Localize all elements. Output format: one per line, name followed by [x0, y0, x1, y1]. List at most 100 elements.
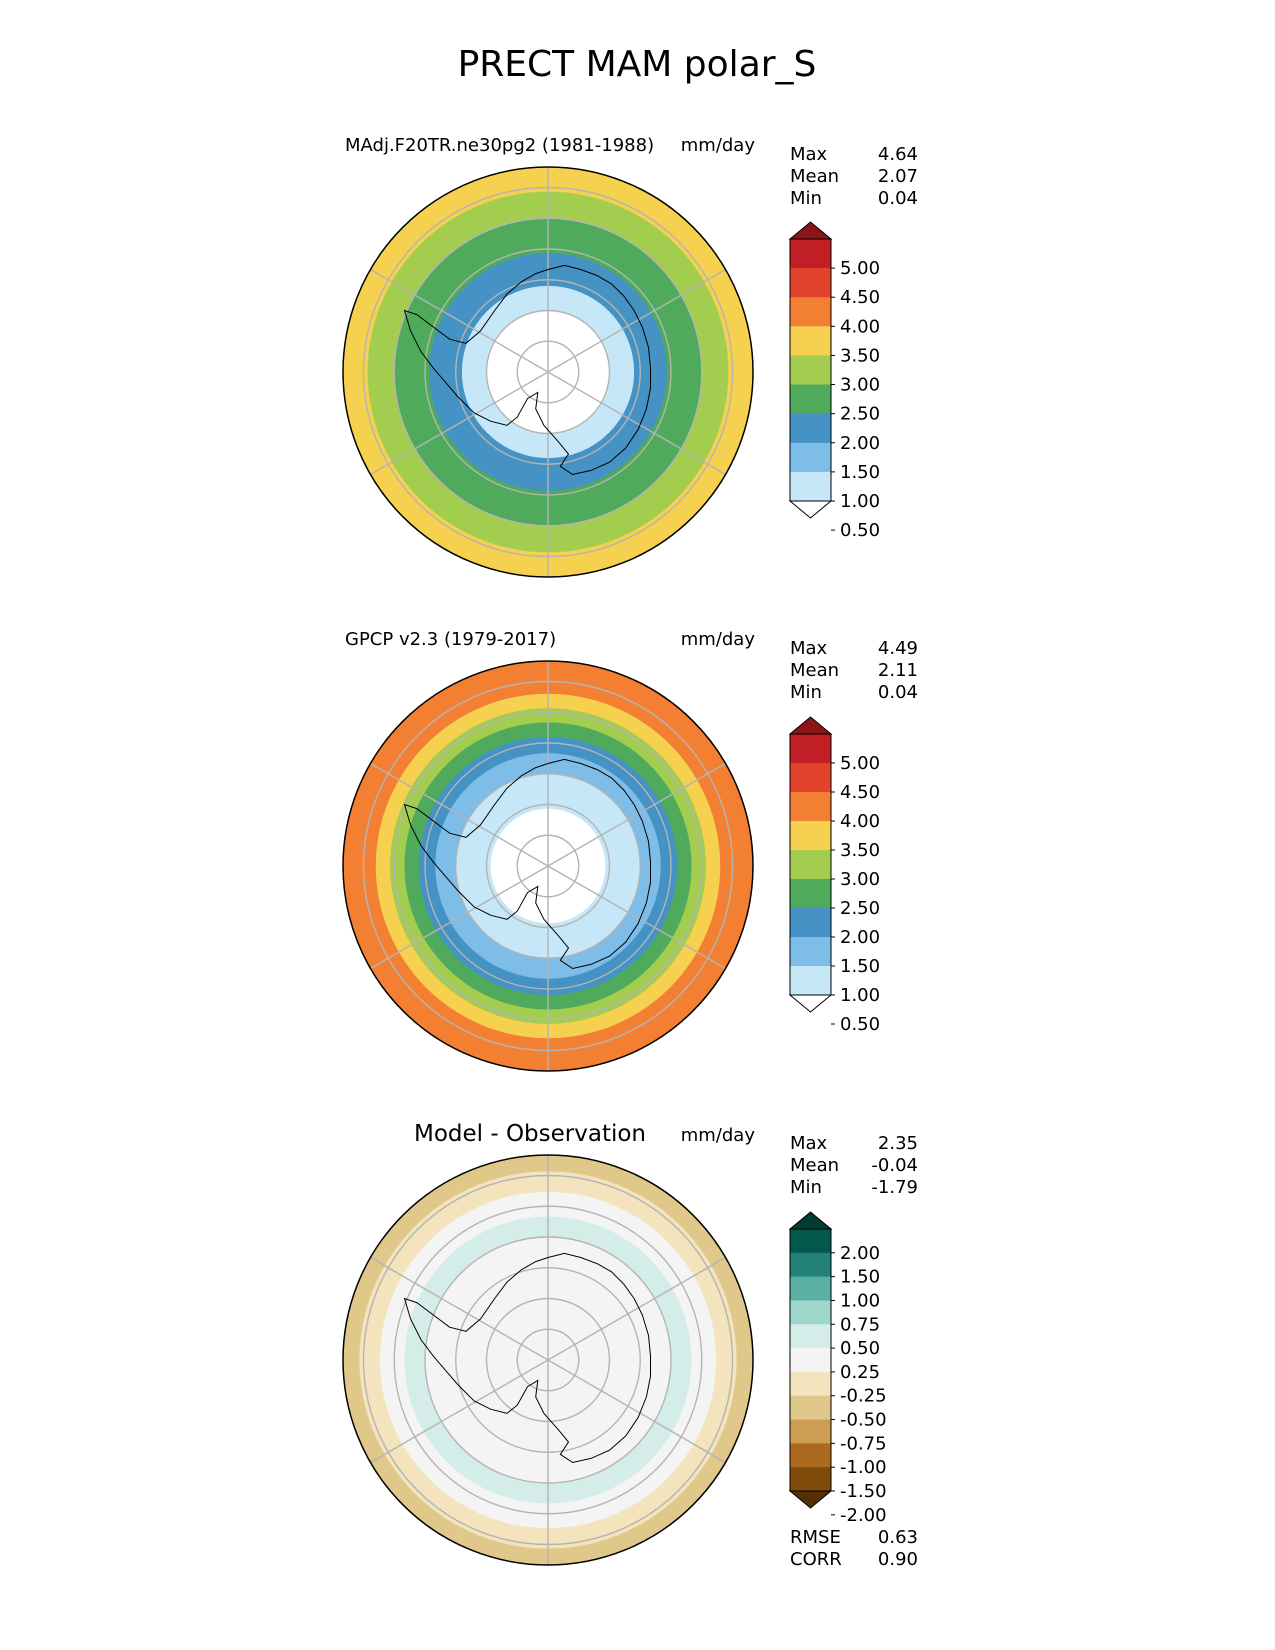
colorbar-segment: [790, 1395, 831, 1421]
colorbar-segment: [790, 792, 831, 822]
metric-value: 0.90: [878, 1549, 918, 1570]
colorbar: 5.00 4.50 4.00 3.50 3.00 2.50 2.00 1.50 1.00 0.50: [788, 221, 880, 541]
stat-label: Max: [790, 638, 828, 659]
colorbar-segment: [790, 850, 831, 880]
metric-value: 0.63: [878, 1527, 918, 1548]
colorbar-tick-label: 1.50: [840, 1267, 880, 1288]
colorbar-segment: [790, 1252, 831, 1278]
colorbar-tick-label: 2.50: [840, 898, 880, 919]
colorbar-tick-label: 0.75: [840, 1314, 880, 1335]
colorbar-segment: [790, 1229, 831, 1254]
stat-label: Mean: [790, 660, 839, 681]
stat-value: 0.04: [878, 188, 918, 209]
panel-title: GPCP v2.3 (1979-2017): [345, 629, 556, 650]
meridian-line: [370, 762, 549, 867]
units-label: mm/day: [681, 1125, 756, 1146]
colorbar-tick-label: 2.00: [840, 927, 880, 948]
colorbar-segment: [790, 239, 831, 269]
colorbar-extend-max: [788, 1211, 833, 1230]
units-label: mm/day: [681, 135, 756, 156]
colorbar-tick-label: -1.00: [840, 1457, 887, 1478]
colorbar-tick-label: 3.50: [840, 345, 880, 366]
colorbar-frame: [789, 733, 832, 996]
colorbar-tick-label: 5.00: [840, 753, 880, 774]
colorbar-segment: [790, 1443, 831, 1468]
colorbar-frame: [789, 238, 832, 502]
map-border: [342, 660, 754, 1072]
stat-label: Mean: [790, 1155, 839, 1176]
stat-label: Mean: [790, 166, 839, 187]
meridian-line: [547, 371, 726, 476]
meridian-line: [547, 1256, 726, 1361]
stat-value: 2.11: [878, 660, 918, 681]
colorbar-tick-label: 4.50: [840, 287, 880, 308]
colorbar-segment: [790, 355, 831, 386]
colorbar-extend-max: [788, 221, 833, 240]
panel-title: Model - Observation: [414, 1121, 646, 1147]
coastline: [403, 264, 651, 476]
meridian-line: [547, 762, 726, 867]
colorbar-extend-min: [788, 1490, 833, 1509]
colorbar-segment: [790, 442, 831, 473]
units-label: mm/day: [681, 629, 756, 650]
stat-label: Min: [790, 682, 822, 703]
colorbar-extend-max: [788, 716, 833, 735]
metric-label: CORR: [790, 1549, 842, 1570]
colorbar-tick-label: 1.50: [840, 956, 880, 977]
colorbar-tick-label: 3.00: [840, 869, 880, 890]
colorbar-segment: [790, 297, 831, 327]
meridian-line: [370, 865, 549, 970]
colorbar-tick-label: -0.25: [840, 1386, 887, 1407]
colorbar-segment: [790, 1300, 831, 1325]
colorbar-tick-label: -2.00: [840, 1505, 887, 1526]
colorbar-tick-label: 2.00: [840, 1243, 880, 1264]
colorbar-tick-label: 2.00: [840, 433, 880, 454]
colorbar-segment: [790, 413, 831, 444]
colorbar-tick-label: -0.50: [840, 1410, 887, 1431]
graticule: [362, 1155, 734, 1565]
colorbar: 2.00 1.501.00 0.75 0.50 0.25 -0.25 -0.50-0.75 -…: [788, 1211, 887, 1526]
colorbar-tick-label: 2.50: [840, 404, 880, 425]
colorbar-tick-label: 3.00: [840, 375, 880, 396]
coastline: [403, 1252, 651, 1464]
map-panel-1: MAdj.F20TR.ne30pg2 (1981-1988) mm/day Max 4…: [342, 135, 918, 578]
colorbar-segment: [790, 937, 831, 967]
figure-title: PRECT MAM polar_S: [458, 44, 817, 85]
colorbar-segment: [790, 1467, 831, 1492]
stat-value: -1.79: [871, 1177, 918, 1198]
stat-value: 4.49: [878, 638, 918, 659]
meridian-line: [547, 268, 726, 373]
colorbar-tick-label: 0.50: [840, 520, 880, 541]
stat-value: 2.07: [878, 166, 918, 187]
colorbar: 5.00 4.50 4.00 3.50 3.00 2.50 2.00 1.50 1.00 0.50: [788, 716, 880, 1035]
colorbar-tick-label: 4.50: [840, 782, 880, 803]
colorbar-segment: [790, 268, 831, 298]
colorbar-tick-label: -0.75: [840, 1433, 887, 1454]
colorbar-tick-label: 1.50: [840, 462, 880, 483]
colorbar-tick-label: 0.50: [840, 1338, 880, 1359]
meridian-line: [370, 1359, 549, 1464]
map-panel-2: GPCP v2.3 (1979-2017) mm/day Max 4.49 Mean 2.…: [342, 629, 918, 1072]
colorbar-tick-label: 5.00: [840, 258, 880, 279]
colorbar-extend-min: [788, 994, 833, 1013]
map-border: [342, 1154, 754, 1566]
colorbar-segment: [790, 384, 831, 415]
metric-label: RMSE: [790, 1527, 841, 1548]
colorbar-segment: [790, 471, 831, 502]
colorbar-segment: [790, 326, 831, 356]
colorbar-segment: [790, 1348, 831, 1373]
panel-title: MAdj.F20TR.ne30pg2 (1981-1988): [345, 135, 654, 156]
colorbar-segment: [790, 734, 831, 764]
stat-label: Max: [790, 144, 828, 165]
coastline: [403, 758, 651, 970]
colorbar-segment: [790, 879, 831, 909]
meridian-line: [547, 865, 726, 970]
colorbar-segment: [790, 821, 831, 851]
map-panel-3: Model - Observation mm/day Max 2.35 Mean -0.0…: [342, 1121, 918, 1570]
colorbar-tick-label: 0.50: [840, 1014, 880, 1035]
meridian-line: [547, 1359, 726, 1464]
colorbar-tick-label: 4.00: [840, 316, 880, 337]
meridian-line: [370, 268, 549, 373]
colorbar-segment: [790, 763, 831, 793]
